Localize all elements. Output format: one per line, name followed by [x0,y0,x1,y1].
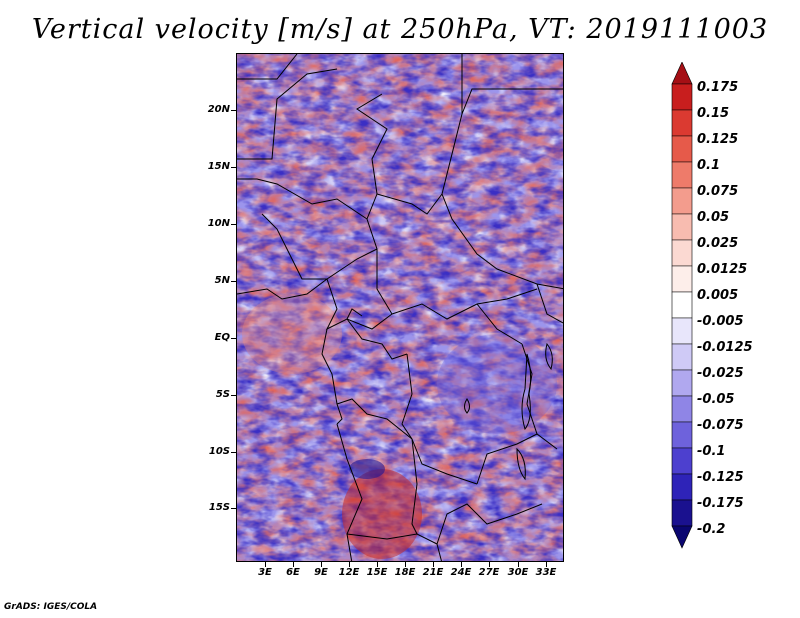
colorbar [671,62,693,549]
lat-label-10n: 10N [207,218,230,229]
colorbar-bin [671,187,693,215]
colorbar-bin [671,239,693,267]
colorbar-bin [671,62,693,85]
colorbar-label-00125: 0.0125 [697,262,748,277]
colorbar-bin [671,499,693,527]
lon-label-27e: 27E [478,567,500,578]
lon-label-30e: 30E [507,567,529,578]
colorbar-label-0125: 0.125 [697,132,739,147]
colorbar-bin [671,525,693,549]
lon-label-6e: 6E [286,567,300,578]
lat-label-5s: 5S [215,389,230,400]
colorbar-bin [671,473,693,501]
colorbar-label-m0025: -0.025 [697,366,744,381]
colorbar-label-0025: 0.025 [697,236,739,251]
colorbar-bin [671,395,693,423]
colorbar-label-015: 0.15 [697,106,730,121]
lon-label-9e: 9E [314,567,328,578]
colorbar-bin [671,447,693,475]
lat-label-15n: 15N [207,161,230,172]
colorbar-label-m02: -0.2 [697,522,726,537]
lon-label-12e: 12E [338,567,360,578]
colorbar-label-m005: -0.05 [697,392,735,407]
lon-label-15e: 15E [366,567,388,578]
colorbar-bin [671,343,693,371]
lon-label-18e: 18E [394,567,416,578]
colorbar-bin [671,135,693,163]
colorbar-label-005: 0.05 [697,210,730,225]
colorbar-label-0005: 0.005 [697,288,739,303]
colorbar-label-m0075: -0.075 [697,418,744,433]
lon-label-21e: 21E [422,567,444,578]
colorbar-bin [671,421,693,449]
colorbar-bin [671,109,693,137]
credit-text: GrADS: IGES/COLA [4,602,98,612]
colorbar-label-0175: 0.175 [697,80,739,95]
vertical-velocity-field [237,54,563,561]
colorbar-bin [671,291,693,319]
colorbar-label-m0125: -0.125 [697,470,744,485]
colorbar-bin [671,161,693,189]
lon-label-24e: 24E [450,567,472,578]
colorbar-label-01: 0.1 [697,158,721,173]
lon-label-3e: 3E [258,567,272,578]
colorbar-label-0075: 0.075 [697,184,739,199]
colorbar-bin [671,369,693,397]
lat-label-10s: 10S [208,446,230,457]
country-borders [237,54,563,561]
lat-label-20n: 20N [207,104,230,115]
colorbar-label-m0175: -0.175 [697,496,744,511]
lat-label-15s: 15S [208,502,230,513]
colorbar-bin [671,213,693,241]
colorbar-bin [671,317,693,345]
chart-title: Vertical velocity [m/s] at 250hPa, VT: 2… [31,14,769,45]
lat-label-eq: EQ [214,332,230,343]
lat-label-5n: 5N [214,275,230,286]
map-panel [236,53,564,562]
colorbar-bin [671,265,693,293]
colorbar-label-m0005: -0.005 [697,314,744,329]
colorbar-bin [671,83,693,111]
colorbar-label-m00125: -0.0125 [697,340,753,355]
lon-label-33e: 33E [535,567,557,578]
colorbar-label-m01: -0.1 [697,444,726,459]
